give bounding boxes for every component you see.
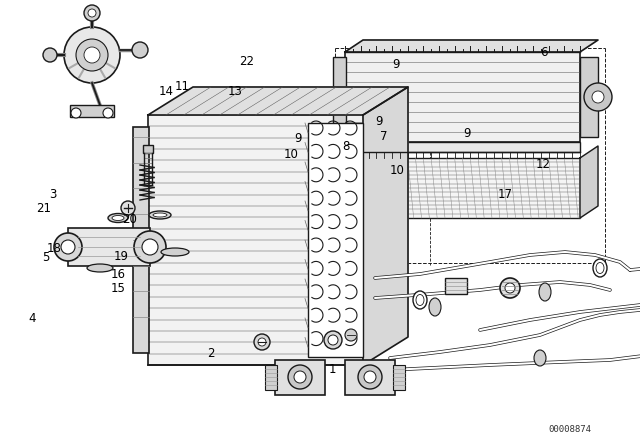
Ellipse shape	[429, 298, 441, 316]
Text: 18: 18	[47, 242, 62, 255]
Text: 12: 12	[535, 158, 550, 172]
Bar	[265, 365, 277, 390]
Ellipse shape	[108, 214, 128, 223]
Text: 21: 21	[36, 202, 51, 215]
Circle shape	[88, 9, 96, 17]
Ellipse shape	[534, 350, 546, 366]
Circle shape	[54, 233, 82, 261]
Text: 9: 9	[294, 132, 301, 146]
Bar	[308, 123, 363, 357]
Bar	[333, 57, 346, 137]
Text: 4: 4	[28, 311, 36, 325]
Text: 20: 20	[122, 213, 137, 226]
Bar	[345, 52, 580, 142]
Circle shape	[294, 371, 306, 383]
Text: 2: 2	[207, 347, 215, 361]
Text: 10: 10	[284, 148, 299, 161]
Bar	[445, 278, 467, 294]
Text: 14: 14	[159, 85, 174, 99]
Ellipse shape	[596, 263, 604, 273]
Bar	[70, 105, 114, 117]
Circle shape	[84, 5, 100, 21]
Ellipse shape	[593, 259, 607, 277]
Bar	[275, 360, 325, 395]
Text: 6: 6	[540, 46, 548, 60]
Ellipse shape	[149, 211, 171, 219]
Circle shape	[84, 47, 100, 63]
Circle shape	[505, 283, 515, 293]
Text: 3: 3	[49, 188, 56, 202]
Polygon shape	[580, 146, 598, 218]
Text: 9: 9	[375, 115, 383, 129]
Text: 19: 19	[114, 250, 129, 263]
Ellipse shape	[87, 264, 113, 272]
Bar	[345, 158, 580, 218]
Text: 15: 15	[111, 282, 126, 296]
Text: 13: 13	[228, 85, 243, 99]
Circle shape	[142, 239, 158, 255]
Ellipse shape	[413, 291, 427, 309]
Text: 00008874: 00008874	[548, 426, 591, 435]
Bar	[68, 228, 150, 266]
Bar	[345, 142, 580, 152]
Bar	[143, 145, 153, 153]
Text: 5: 5	[42, 251, 50, 264]
Text: 17: 17	[498, 188, 513, 202]
Circle shape	[500, 278, 520, 298]
Circle shape	[592, 91, 604, 103]
Text: 22: 22	[239, 55, 254, 69]
Text: 1: 1	[329, 363, 337, 376]
Bar	[580, 57, 598, 137]
Circle shape	[64, 27, 120, 83]
Circle shape	[324, 331, 342, 349]
Circle shape	[76, 39, 108, 71]
Polygon shape	[363, 87, 408, 365]
Bar	[393, 365, 405, 390]
Polygon shape	[148, 87, 408, 115]
Text: 9: 9	[392, 57, 399, 71]
Circle shape	[584, 83, 612, 111]
Circle shape	[345, 329, 357, 341]
Ellipse shape	[416, 294, 424, 306]
Circle shape	[258, 338, 266, 346]
Bar	[345, 360, 395, 395]
Ellipse shape	[112, 215, 124, 220]
Ellipse shape	[539, 283, 551, 301]
Ellipse shape	[161, 248, 189, 256]
Polygon shape	[345, 40, 598, 52]
Circle shape	[132, 42, 148, 58]
Circle shape	[134, 231, 166, 263]
Circle shape	[364, 371, 376, 383]
Circle shape	[103, 108, 113, 118]
Ellipse shape	[153, 213, 167, 217]
Bar	[148, 115, 363, 365]
Bar	[133, 127, 149, 353]
Circle shape	[254, 334, 270, 350]
Circle shape	[61, 240, 75, 254]
Bar	[308, 123, 363, 357]
Circle shape	[358, 365, 382, 389]
Text: 10: 10	[389, 164, 404, 177]
Text: 9: 9	[463, 127, 471, 140]
Text: 11: 11	[175, 79, 190, 93]
Circle shape	[121, 201, 135, 215]
Text: 8: 8	[342, 140, 349, 154]
Circle shape	[328, 335, 338, 345]
Circle shape	[71, 108, 81, 118]
Text: 7: 7	[380, 130, 388, 143]
Text: 16: 16	[111, 267, 126, 281]
Circle shape	[43, 48, 57, 62]
Circle shape	[288, 365, 312, 389]
